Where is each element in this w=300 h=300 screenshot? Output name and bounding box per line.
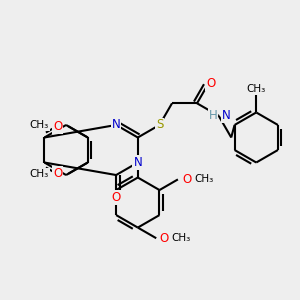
Text: CH₃: CH₃ xyxy=(30,120,49,130)
Text: O: O xyxy=(53,120,62,133)
Text: N: N xyxy=(112,118,121,131)
Text: H: H xyxy=(208,109,217,122)
Text: O: O xyxy=(160,232,169,245)
Text: S: S xyxy=(156,118,163,131)
Text: CH₃: CH₃ xyxy=(171,233,190,243)
Text: N: N xyxy=(134,156,142,169)
Text: CH₃: CH₃ xyxy=(30,169,49,179)
Text: O: O xyxy=(206,77,215,90)
Text: O: O xyxy=(112,191,121,204)
Text: CH₃: CH₃ xyxy=(247,85,266,94)
Text: O: O xyxy=(53,167,62,180)
Text: O: O xyxy=(182,173,192,186)
Text: N: N xyxy=(222,109,231,122)
Text: CH₃: CH₃ xyxy=(194,174,213,184)
